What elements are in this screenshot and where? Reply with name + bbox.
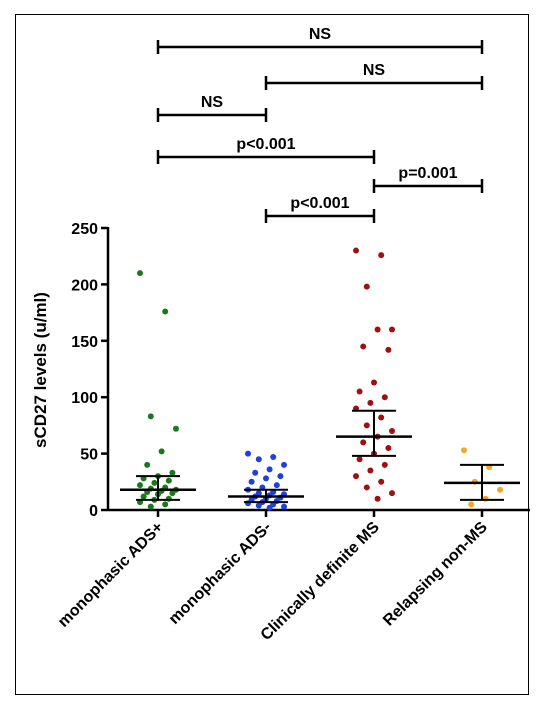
data-point <box>151 479 158 486</box>
data-point <box>144 461 151 468</box>
comparison-label: p<0.001 <box>290 195 349 212</box>
data-point <box>252 469 259 476</box>
data-point <box>360 439 367 446</box>
data-point <box>389 490 395 497</box>
data-point <box>140 493 147 500</box>
comparison-label: p=0.001 <box>398 165 457 182</box>
data-point <box>363 484 370 491</box>
frame <box>15 14 529 695</box>
data-point <box>158 448 165 455</box>
data-point <box>363 283 370 290</box>
data-point <box>378 478 385 485</box>
data-point <box>367 467 374 474</box>
data-point <box>356 388 363 395</box>
data-point <box>385 346 392 353</box>
data-point <box>281 503 287 510</box>
y-tick-label: 150 <box>71 334 98 351</box>
comparison-label: NS <box>201 94 224 111</box>
x-tick-label: monophasic ADS- <box>166 519 275 628</box>
data-point <box>353 473 359 480</box>
data-point <box>363 422 370 429</box>
y-tick-label: 200 <box>71 277 98 294</box>
data-point <box>245 450 251 457</box>
data-point <box>381 394 388 401</box>
data-point <box>281 461 287 468</box>
data-point <box>461 447 467 454</box>
data-point <box>255 456 262 463</box>
y-tick-label: 0 <box>89 503 98 520</box>
data-point <box>248 478 255 485</box>
y-tick-label: 100 <box>71 390 98 407</box>
data-point <box>147 503 154 510</box>
comparison-label: NS <box>309 26 332 43</box>
data-point <box>165 477 172 484</box>
y-axis-label: sCD27 levels (u/ml) <box>31 292 50 448</box>
data-point <box>255 502 262 509</box>
data-point <box>266 466 273 473</box>
data-point <box>360 343 367 350</box>
data-point <box>371 379 377 386</box>
data-point <box>374 326 381 333</box>
data-point <box>367 399 374 406</box>
y-tick-label: 50 <box>80 447 98 464</box>
data-point <box>378 252 385 259</box>
x-tick-label: monophasic ADS+ <box>55 519 167 631</box>
data-point <box>273 482 280 489</box>
data-point <box>356 456 363 463</box>
data-point <box>378 414 385 421</box>
data-point <box>497 486 503 493</box>
data-point <box>147 413 154 420</box>
data-point <box>374 495 381 502</box>
data-point <box>263 475 269 482</box>
data-point <box>169 469 176 476</box>
x-tick-label: Relapsing non-MS <box>380 519 491 630</box>
comparison-label: NS <box>363 62 386 79</box>
x-tick-label: Clinically definite MS <box>258 519 383 644</box>
data-point <box>381 461 388 468</box>
data-point <box>277 473 284 480</box>
data-point <box>137 482 143 489</box>
data-point <box>353 247 359 254</box>
data-point <box>389 428 395 435</box>
data-point <box>162 501 169 508</box>
data-point <box>169 490 176 497</box>
comparison-label: p<0.001 <box>236 136 295 153</box>
data-point <box>385 444 392 451</box>
y-tick-label: 250 <box>71 221 98 238</box>
data-point <box>137 270 143 277</box>
data-point <box>162 308 169 315</box>
data-point <box>468 501 475 508</box>
data-point <box>266 504 273 511</box>
data-point <box>173 425 179 432</box>
data-point <box>270 453 277 460</box>
data-point <box>389 326 395 333</box>
